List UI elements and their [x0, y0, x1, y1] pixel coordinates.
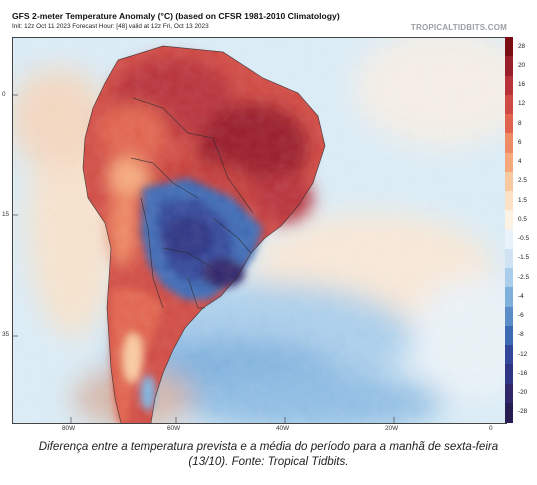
colorbar-label: 8 [518, 119, 522, 127]
source-watermark: TROPICALTIDBITS.COM [410, 23, 507, 32]
colorbar-swatch [505, 287, 513, 307]
colorbar-swatch [505, 268, 513, 288]
colorbar-label: -12 [518, 350, 528, 358]
colorbar-label: -20 [518, 389, 528, 397]
lat-label-35: 35 [2, 331, 10, 338]
colorbar-label: -8 [518, 331, 524, 339]
colorbar-legend: 28 20 16 12 8 6 4 2.5 1.5 0.5 -0.5 -1.5 -2.5 -4 -6 -8 -1… [505, 37, 533, 423]
colorbar-swatch [505, 325, 513, 346]
lat-label-15: 15 [2, 211, 10, 218]
colorbar-label: 2.5 [518, 177, 527, 185]
colorbar-swatch [505, 152, 513, 173]
lon-label-0: 0 [489, 425, 493, 432]
colorbar-label: 1.5 [518, 196, 527, 204]
colorbar-swatch [505, 229, 513, 250]
colorbar-label: 6 [518, 138, 522, 146]
colorbar-swatch [505, 171, 513, 192]
caption-line-2: (13/10). Fonte: Tropical Tidbits. [188, 455, 349, 468]
caption-line-1: Diferença entre a temperatura prevista e… [38, 440, 499, 453]
colorbar-label: -28 [518, 408, 528, 416]
colorbar-label: 16 [518, 81, 526, 89]
lat-label-0: 0 [2, 91, 6, 98]
colorbar-swatch [505, 345, 513, 365]
colorbar-swatch [505, 364, 513, 384]
figure-caption: Diferença entre a temperatura prevista e… [0, 439, 537, 469]
colorbar-label: 12 [518, 100, 526, 108]
figure-frame: GFS 2-meter Temperature Anomaly (°C) (ba… [2, 11, 533, 432]
colorbar-swatch [505, 306, 513, 327]
colorbar-swatch [505, 210, 513, 230]
colorbar-label: -0.5 [518, 235, 530, 243]
lon-label-80w: 80W [62, 425, 76, 432]
colorbar-swatch [505, 56, 513, 76]
lon-label-40w: 40W [276, 425, 290, 432]
colorbar-swatch [505, 191, 513, 211]
lon-label-20w: 20W [385, 425, 399, 432]
map-ticks [13, 94, 395, 423]
colorbar-label: 4 [518, 158, 522, 166]
colorbar-swatch [505, 402, 513, 423]
forecast-info: Init: 12z Oct 11 2023 Forecast Hour: [48… [12, 23, 209, 30]
colorbar-label: -2.5 [518, 273, 530, 281]
anomaly-map [12, 37, 507, 424]
colorbar-swatch [505, 248, 513, 269]
colorbar-label: -16 [518, 369, 528, 377]
colorbar-swatch [505, 75, 513, 96]
colorbar-swatch [505, 114, 513, 134]
colorbar-label: 20 [518, 61, 526, 69]
colorbar-swatch [505, 133, 513, 153]
colorbar-label: -1.5 [518, 254, 530, 262]
colorbar-label: 0.5 [518, 215, 527, 223]
colorbar-label: -4 [518, 292, 524, 300]
colorbar-swatch [505, 383, 513, 404]
map-title: GFS 2-meter Temperature Anomaly (°C) (ba… [12, 11, 340, 21]
colorbar-swatch [505, 94, 513, 115]
lon-label-60w: 60W [167, 425, 181, 432]
colorbar-swatch [505, 37, 513, 57]
colorbar-label: -6 [518, 312, 524, 320]
colorbar-label: 28 [518, 42, 526, 50]
